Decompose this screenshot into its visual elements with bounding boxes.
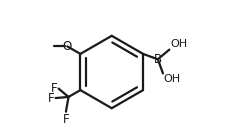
Text: F: F <box>63 113 69 126</box>
Text: F: F <box>51 82 58 95</box>
Text: OH: OH <box>170 39 187 49</box>
Text: OH: OH <box>164 74 181 84</box>
Text: O: O <box>63 40 72 53</box>
Text: F: F <box>48 92 55 105</box>
Text: B: B <box>154 53 162 66</box>
